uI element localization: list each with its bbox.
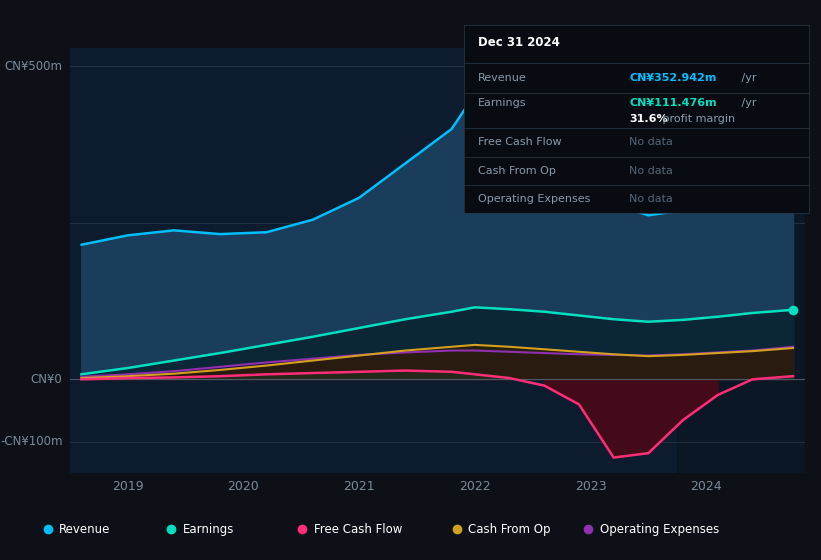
Text: Revenue: Revenue (59, 522, 111, 536)
Text: -CN¥100m: -CN¥100m (0, 436, 62, 449)
Text: 31.6%: 31.6% (630, 114, 668, 124)
Text: /yr: /yr (738, 98, 756, 108)
Text: Dec 31 2024: Dec 31 2024 (478, 36, 560, 49)
Text: No data: No data (630, 166, 673, 176)
Text: No data: No data (630, 137, 673, 147)
Text: Cash From Op: Cash From Op (469, 522, 551, 536)
Text: Operating Expenses: Operating Expenses (599, 522, 719, 536)
Text: CN¥0: CN¥0 (30, 373, 62, 386)
Text: Earnings: Earnings (183, 522, 234, 536)
Text: Free Cash Flow: Free Cash Flow (478, 137, 562, 147)
Text: profit margin: profit margin (658, 114, 735, 124)
Text: CN¥500m: CN¥500m (4, 60, 62, 73)
Text: Operating Expenses: Operating Expenses (478, 194, 590, 204)
Text: CN¥352.942m: CN¥352.942m (630, 73, 717, 83)
Text: Cash From Op: Cash From Op (478, 166, 556, 176)
Text: Revenue: Revenue (478, 73, 526, 83)
Text: Earnings: Earnings (478, 98, 526, 108)
Bar (677, 48, 805, 473)
Text: Free Cash Flow: Free Cash Flow (314, 522, 402, 536)
Text: CN¥111.476m: CN¥111.476m (630, 98, 717, 108)
Text: No data: No data (630, 194, 673, 204)
Text: /yr: /yr (738, 73, 756, 83)
